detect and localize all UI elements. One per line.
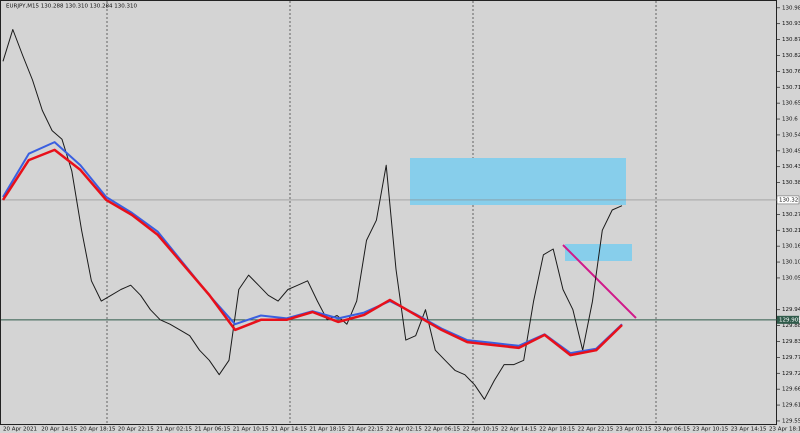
y-tick-label: 129.665 bbox=[782, 387, 800, 393]
y-tick-label: 130.985 bbox=[782, 5, 800, 11]
y-tick-label: 130.105 bbox=[782, 260, 800, 266]
x-tick-label: 23 Apr 18:15 bbox=[769, 427, 800, 433]
trend-line bbox=[562, 244, 637, 319]
x-tick-label: 22 Apr 02:15 bbox=[386, 427, 422, 433]
series-line bbox=[1, 148, 623, 357]
x-tick-label: 21 Apr 22:15 bbox=[348, 427, 384, 433]
y-tick-label: 130.82 bbox=[782, 53, 800, 59]
x-tick-label: 21 Apr 06:15 bbox=[195, 427, 231, 433]
y-tick-label: 130.765 bbox=[782, 69, 800, 75]
x-tick-label: 20 Apr 2021 bbox=[3, 427, 37, 433]
y-tick-label: 130.6 bbox=[782, 117, 798, 123]
y-tick-label: 130.215 bbox=[782, 228, 800, 234]
y-tick-label: 129.885 bbox=[782, 323, 800, 329]
x-tick-label: 20 Apr 18:15 bbox=[80, 427, 116, 433]
y-tick-label: 130.71 bbox=[782, 85, 800, 91]
x-tick-label: 21 Apr 02:15 bbox=[156, 427, 192, 433]
symbol-info: EURJPY,M15 130.288 130.310 130.284 130.3… bbox=[6, 4, 137, 10]
level-label: 129.905 bbox=[779, 317, 800, 323]
y-tick-label: 130.655 bbox=[782, 101, 800, 107]
supply-zone bbox=[565, 244, 632, 261]
x-tick-label: 23 Apr 14:15 bbox=[731, 427, 767, 433]
y-tick-label: 130.16 bbox=[782, 244, 800, 250]
y-tick-label: 129.555 bbox=[782, 418, 800, 424]
x-tick-label: 20 Apr 14:15 bbox=[41, 427, 77, 433]
y-tick-label: 130.05 bbox=[782, 275, 800, 281]
y-tick-label: 130.38 bbox=[782, 180, 800, 186]
x-tick-label: 22 Apr 22:15 bbox=[578, 427, 614, 433]
y-tick-label: 129.72 bbox=[782, 371, 800, 377]
y-tick-label: 130.27 bbox=[782, 212, 800, 218]
supply-zone bbox=[410, 158, 626, 205]
x-tick-label: 23 Apr 10:15 bbox=[692, 427, 728, 433]
x-tick-label: 23 Apr 06:15 bbox=[654, 427, 690, 433]
y-tick-label: 130.93 bbox=[782, 21, 800, 27]
x-tick-label: 20 Apr 22:15 bbox=[118, 427, 154, 433]
y-tick-label: 130.875 bbox=[782, 37, 800, 43]
y-tick-label: 130.49 bbox=[782, 148, 800, 154]
day-separators bbox=[106, 1, 657, 424]
y-tick-label: 129.94 bbox=[782, 307, 800, 313]
x-tick-label: 23 Apr 02:15 bbox=[616, 427, 652, 433]
y-tick-label: 130.435 bbox=[782, 164, 800, 170]
x-tick-label: 22 Apr 06:15 bbox=[424, 427, 460, 433]
y-tick-label: 129.61 bbox=[782, 403, 800, 409]
price-label-box bbox=[776, 195, 800, 205]
x-tick-label: 21 Apr 18:15 bbox=[309, 427, 345, 433]
series-line bbox=[2, 29, 623, 400]
x-tick-label: 22 Apr 18:15 bbox=[539, 427, 575, 433]
x-tick-label: 22 Apr 14:15 bbox=[501, 427, 537, 433]
price-label: 130.32 bbox=[779, 197, 798, 203]
plot-frame bbox=[0, 0, 777, 425]
x-tick-label: 22 Apr 10:15 bbox=[463, 427, 499, 433]
level-label-box bbox=[777, 315, 799, 324]
x-tick-label: 21 Apr 14:15 bbox=[271, 427, 307, 433]
y-tick-label: 129.83 bbox=[782, 339, 800, 345]
x-tick-label: 21 Apr 10:15 bbox=[233, 427, 269, 433]
y-tick-label: 129.775 bbox=[782, 355, 800, 361]
y-tick-label: 130.545 bbox=[782, 132, 800, 138]
